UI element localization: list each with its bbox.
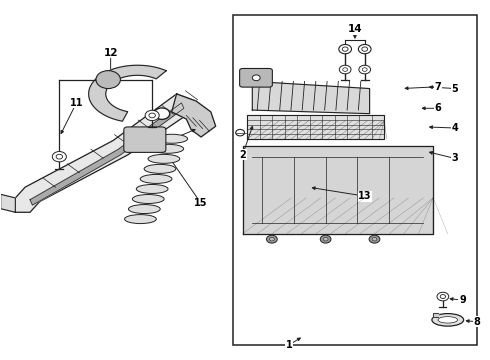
Circle shape bbox=[267, 235, 277, 243]
Circle shape bbox=[56, 154, 63, 159]
Polygon shape bbox=[172, 94, 216, 137]
Ellipse shape bbox=[144, 165, 176, 174]
Circle shape bbox=[339, 65, 351, 74]
Circle shape bbox=[339, 44, 351, 54]
FancyBboxPatch shape bbox=[124, 127, 166, 152]
Circle shape bbox=[343, 68, 347, 71]
Text: 8: 8 bbox=[474, 317, 481, 327]
Circle shape bbox=[437, 292, 449, 301]
Text: 2: 2 bbox=[239, 150, 246, 160]
Ellipse shape bbox=[156, 134, 188, 143]
Bar bbox=[233, 15, 477, 345]
Ellipse shape bbox=[128, 204, 160, 213]
Text: 15: 15 bbox=[194, 198, 208, 208]
Circle shape bbox=[440, 294, 445, 298]
Circle shape bbox=[149, 113, 155, 118]
Polygon shape bbox=[30, 103, 184, 205]
Circle shape bbox=[236, 130, 245, 136]
Polygon shape bbox=[89, 65, 166, 121]
Ellipse shape bbox=[136, 184, 168, 193]
Polygon shape bbox=[247, 116, 384, 139]
Text: 12: 12 bbox=[103, 48, 118, 58]
Text: 7: 7 bbox=[435, 82, 441, 92]
Circle shape bbox=[252, 75, 260, 81]
Circle shape bbox=[270, 237, 274, 241]
Text: 3: 3 bbox=[452, 153, 459, 163]
Circle shape bbox=[362, 47, 368, 51]
Text: 9: 9 bbox=[459, 295, 466, 305]
Circle shape bbox=[52, 152, 66, 162]
Text: 5: 5 bbox=[452, 84, 459, 94]
Ellipse shape bbox=[132, 194, 164, 203]
Circle shape bbox=[154, 108, 170, 120]
Circle shape bbox=[342, 47, 348, 51]
Circle shape bbox=[320, 235, 331, 243]
Ellipse shape bbox=[152, 144, 184, 153]
Ellipse shape bbox=[124, 215, 156, 224]
Circle shape bbox=[358, 44, 371, 54]
Text: 4: 4 bbox=[452, 123, 459, 133]
Circle shape bbox=[145, 110, 159, 121]
Ellipse shape bbox=[432, 314, 464, 326]
Text: 1: 1 bbox=[286, 340, 293, 350]
Ellipse shape bbox=[438, 317, 458, 323]
Text: 10: 10 bbox=[146, 143, 159, 153]
Polygon shape bbox=[15, 94, 196, 212]
Circle shape bbox=[372, 237, 377, 241]
Ellipse shape bbox=[148, 154, 180, 163]
Ellipse shape bbox=[140, 175, 172, 183]
Polygon shape bbox=[252, 81, 369, 114]
Circle shape bbox=[96, 71, 121, 89]
Polygon shape bbox=[433, 314, 438, 317]
Circle shape bbox=[362, 68, 367, 71]
FancyBboxPatch shape bbox=[240, 68, 272, 87]
Circle shape bbox=[369, 235, 380, 243]
Circle shape bbox=[359, 65, 370, 74]
Polygon shape bbox=[243, 146, 433, 234]
Text: 14: 14 bbox=[347, 24, 362, 35]
Text: 13: 13 bbox=[358, 191, 371, 201]
Text: 6: 6 bbox=[435, 103, 441, 113]
Polygon shape bbox=[0, 194, 15, 212]
Circle shape bbox=[323, 237, 328, 241]
Text: 11: 11 bbox=[70, 98, 83, 108]
